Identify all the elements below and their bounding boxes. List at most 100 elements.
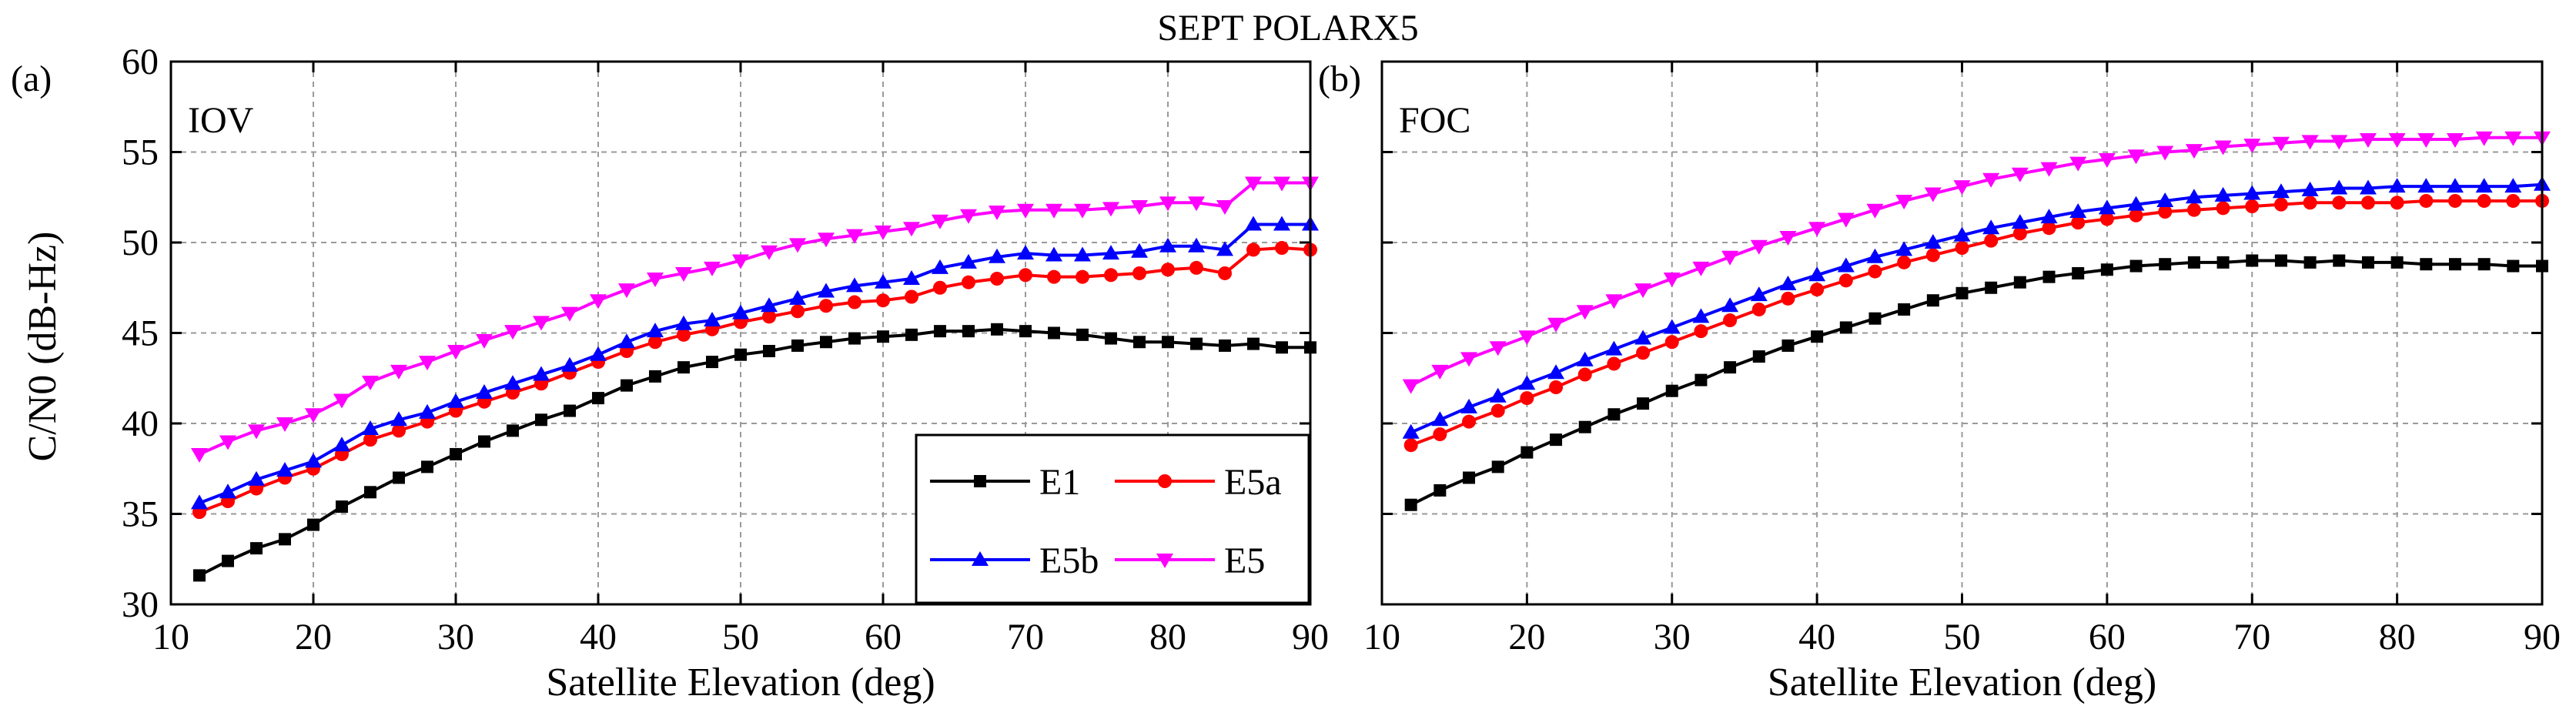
data-point-E5	[1518, 330, 1536, 346]
x-tick-label: 50	[1944, 617, 1981, 657]
x-tick-label: 10	[152, 617, 189, 657]
data-point-E1	[507, 424, 519, 437]
data-point-E1	[848, 332, 861, 345]
data-point-E1	[1076, 328, 1089, 341]
data-point-E5b	[590, 346, 607, 361]
data-point-E1	[1276, 341, 1288, 354]
x-axis-label: Satellite Elevation (deg)	[546, 661, 935, 704]
data-point-E5b	[761, 297, 778, 313]
series-line-E5	[1410, 135, 2542, 387]
y-axis-label: C/N0 (dB-Hz)	[21, 232, 65, 462]
data-point-E5	[1663, 273, 1681, 287]
y-tick-label: 40	[122, 403, 159, 444]
data-point-E1	[1133, 336, 1146, 349]
data-point-E1	[564, 404, 576, 417]
x-tick-label: 20	[295, 617, 332, 657]
data-point-E5b	[1663, 319, 1681, 334]
y-tick-label: 45	[122, 313, 159, 354]
panel-b: 10 20 30 40 50 60 70 80 90 Satellite Elevation (d…	[1318, 59, 2561, 704]
data-point-E5a	[1132, 266, 1146, 280]
data-point-E1	[2187, 256, 2200, 269]
data-point-E5b	[561, 356, 578, 372]
data-point-E5	[732, 254, 749, 269]
data-point-E5	[2475, 131, 2493, 146]
x-tick-label: 40	[580, 617, 617, 657]
legend-marker-E5b	[972, 551, 989, 566]
data-point-E5	[1866, 203, 1884, 219]
data-point-E5a	[962, 275, 975, 289]
series-line-E1	[199, 327, 1310, 577]
data-point-E1	[2448, 258, 2461, 271]
data-point-E5	[1837, 212, 1855, 228]
data-point-E1	[962, 325, 975, 338]
data-point-E5b	[1402, 423, 1420, 439]
data-point-E5a	[2506, 193, 2521, 208]
data-point-E5a	[1490, 403, 1505, 418]
data-point-E1	[193, 569, 206, 582]
data-point-E5b	[1605, 340, 1623, 356]
data-point-E5	[2446, 133, 2464, 149]
data-point-E5a	[2071, 216, 2086, 230]
x-tick-label: 30	[437, 617, 474, 657]
data-point-E5b	[2098, 199, 2116, 215]
data-point-E5	[419, 356, 436, 371]
data-point-E1	[2100, 263, 2113, 276]
data-point-E5	[390, 364, 407, 380]
data-point-E1	[1434, 483, 1447, 497]
data-point-E5a	[1403, 438, 1418, 453]
legend-marker-E5a	[1158, 474, 1172, 488]
data-point-E5	[932, 214, 948, 229]
data-point-E5a	[1868, 264, 1882, 279]
data-point-E5b	[1982, 219, 2000, 235]
data-point-E5b	[2417, 178, 2435, 193]
data-point-E1	[905, 328, 918, 341]
data-point-E5b	[1245, 216, 1262, 231]
data-point-E5a	[990, 272, 1004, 286]
series-line-E5a	[1410, 199, 2542, 447]
data-point-E5b	[2243, 185, 2261, 200]
data-point-E1	[336, 500, 348, 514]
data-point-E1	[706, 356, 718, 369]
data-point-E1	[1463, 471, 1476, 484]
data-point-E5	[305, 408, 322, 423]
data-point-E1	[621, 379, 633, 392]
legend-box	[915, 433, 1310, 604]
data-point-E5	[2417, 133, 2435, 149]
data-point-E5b	[704, 312, 721, 327]
data-point-E1	[1955, 286, 1969, 299]
data-point-E5a	[791, 304, 805, 319]
data-point-E5a	[1520, 391, 1534, 406]
data-point-E5	[2098, 152, 2116, 168]
data-point-E5	[1605, 294, 1623, 309]
data-point-E5a	[1462, 414, 1477, 429]
y-tick-label: 60	[122, 42, 159, 82]
data-point-E5	[2069, 156, 2087, 172]
data-point-E5b	[504, 375, 521, 390]
data-point-E1	[250, 542, 263, 555]
data-point-E5	[1721, 250, 1739, 266]
data-point-E5b	[1188, 237, 1205, 253]
data-point-E5	[447, 345, 464, 360]
data-point-E5b	[1866, 248, 1884, 263]
data-point-E5a	[1838, 273, 1853, 288]
data-point-E5b	[2069, 203, 2087, 219]
data-point-E5	[2272, 136, 2290, 152]
data-point-E5a	[677, 327, 691, 342]
data-point-E5a	[1810, 283, 1825, 297]
data-point-E5a	[1897, 255, 1912, 269]
data-point-E1	[2333, 254, 2346, 267]
x-tick-label: 30	[1654, 617, 1691, 657]
data-point-E5a	[1925, 248, 1940, 263]
data-point-E5b	[333, 437, 350, 452]
legend-label-E5b: E5b	[1039, 540, 1099, 581]
data-point-E1	[421, 460, 433, 473]
data-point-E1	[877, 330, 889, 343]
data-point-E1	[1665, 384, 1678, 397]
data-point-E5b	[1721, 297, 1739, 313]
data-point-E5	[219, 435, 236, 450]
data-point-E5	[2185, 144, 2203, 159]
data-point-E5a	[2099, 212, 2114, 226]
data-point-E5	[1216, 200, 1233, 215]
y-tick-label: 35	[122, 494, 159, 535]
